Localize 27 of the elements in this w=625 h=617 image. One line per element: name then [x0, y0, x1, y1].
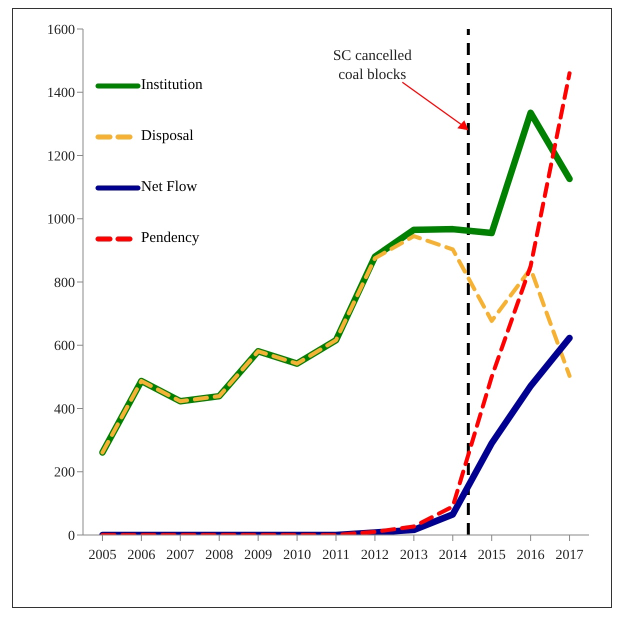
x-tick-label: 2017 — [556, 548, 584, 563]
x-tick-label: 2011 — [322, 548, 350, 563]
x-tick-label: 2008 — [205, 548, 234, 563]
legend-label: Disposal — [141, 128, 194, 145]
y-tick-label: 600 — [54, 339, 75, 354]
x-tick-label: 2010 — [283, 548, 312, 563]
legend-label: Net Flow — [141, 179, 198, 196]
y-tick-label: 400 — [54, 402, 75, 418]
x-tick-label: 2005 — [88, 548, 116, 563]
y-tick-label: 800 — [54, 276, 75, 291]
x-tick-label: 2009 — [244, 548, 272, 563]
y-tick-label: 1000 — [47, 212, 75, 228]
x-tick-label: 2016 — [516, 548, 545, 563]
annotation: SC cancelled coal blocks — [332, 48, 412, 84]
y-tick-label: 1200 — [47, 149, 75, 164]
x-tick-label: 2007 — [166, 548, 194, 563]
x-tick-label: 2006 — [127, 548, 156, 563]
x-tick-label: 2015 — [478, 548, 506, 563]
x-tick-label: 2013 — [400, 548, 428, 563]
y-tick-label: 1600 — [47, 22, 75, 38]
x-tick-label: 2012 — [360, 548, 389, 563]
y-tick-label: 0 — [68, 528, 75, 544]
x-tick-label: 2014 — [438, 548, 467, 563]
y-tick-label: 1400 — [47, 86, 75, 102]
legend-label: Institution — [141, 77, 203, 94]
legend-label: Pendency — [141, 230, 200, 247]
y-tick-label: 200 — [54, 466, 75, 481]
